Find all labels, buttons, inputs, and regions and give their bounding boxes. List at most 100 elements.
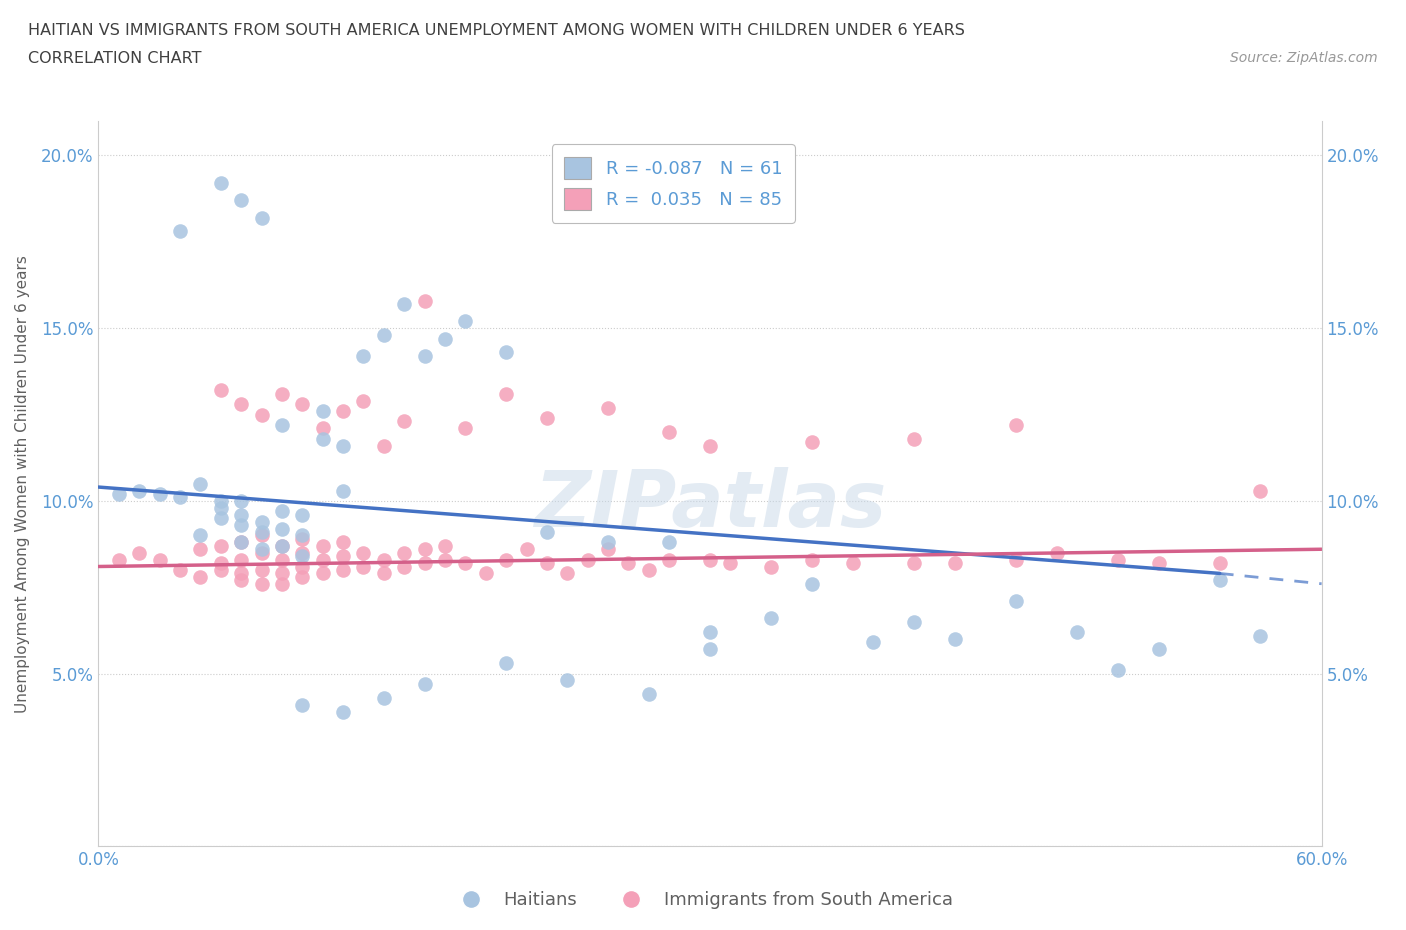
Point	[1066, 625, 1088, 640]
Point	[598, 400, 620, 415]
Point	[658, 535, 681, 550]
Point	[638, 687, 661, 702]
Point	[801, 577, 824, 591]
Point	[617, 555, 640, 570]
Point	[291, 559, 314, 574]
Text: HAITIAN VS IMMIGRANTS FROM SOUTH AMERICA UNEMPLOYMENT AMONG WOMEN WITH CHILDREN : HAITIAN VS IMMIGRANTS FROM SOUTH AMERICA…	[28, 23, 965, 38]
Point	[373, 552, 395, 567]
Point	[209, 494, 232, 509]
Point	[270, 538, 294, 553]
Point	[312, 552, 335, 567]
Text: ZIPatlas: ZIPatlas	[534, 468, 886, 543]
Point	[291, 397, 314, 412]
Point	[188, 528, 212, 543]
Point	[332, 563, 354, 578]
Point	[1004, 418, 1026, 432]
Point	[1004, 552, 1026, 567]
Point	[1107, 552, 1129, 567]
Point	[250, 545, 273, 560]
Point	[699, 438, 721, 453]
Point	[454, 421, 477, 436]
Point	[270, 386, 294, 401]
Point	[352, 545, 374, 560]
Point	[413, 676, 436, 691]
Point	[231, 566, 253, 581]
Point	[332, 704, 354, 719]
Point	[413, 293, 436, 308]
Point	[291, 698, 314, 712]
Point	[209, 538, 232, 553]
Point	[1107, 663, 1129, 678]
Point	[392, 559, 416, 574]
Point	[413, 555, 436, 570]
Point	[1147, 642, 1170, 657]
Point	[312, 432, 335, 446]
Point	[312, 566, 335, 581]
Point	[699, 625, 721, 640]
Point	[903, 432, 925, 446]
Point	[862, 635, 884, 650]
Point	[291, 531, 314, 546]
Point	[903, 555, 925, 570]
Point	[312, 404, 335, 418]
Point	[699, 552, 721, 567]
Point	[801, 552, 824, 567]
Point	[495, 386, 517, 401]
Text: Source: ZipAtlas.com: Source: ZipAtlas.com	[1230, 51, 1378, 65]
Point	[231, 573, 253, 588]
Point	[250, 525, 273, 539]
Point	[1209, 573, 1232, 588]
Point	[434, 331, 457, 346]
Point	[250, 514, 273, 529]
Point	[270, 566, 294, 581]
Point	[108, 552, 131, 567]
Point	[557, 566, 579, 581]
Point	[250, 563, 273, 578]
Point	[209, 176, 232, 191]
Point	[373, 566, 395, 581]
Point	[536, 525, 558, 539]
Point	[373, 438, 395, 453]
Point	[474, 566, 498, 581]
Point	[761, 611, 783, 626]
Point	[720, 555, 742, 570]
Point	[188, 476, 212, 491]
Point	[332, 535, 354, 550]
Point	[903, 615, 925, 630]
Point	[761, 559, 783, 574]
Point	[188, 569, 212, 584]
Point	[291, 507, 314, 522]
Point	[598, 542, 620, 557]
Point	[270, 538, 294, 553]
Point	[291, 569, 314, 584]
Point	[943, 631, 966, 646]
Point	[231, 193, 253, 207]
Point	[270, 521, 294, 536]
Legend: Haitians, Immigrants from South America: Haitians, Immigrants from South America	[446, 884, 960, 916]
Point	[209, 500, 232, 515]
Point	[231, 552, 253, 567]
Point	[801, 434, 824, 449]
Point	[841, 555, 863, 570]
Point	[270, 504, 294, 519]
Point	[291, 549, 314, 564]
Point	[169, 224, 191, 239]
Point	[188, 542, 212, 557]
Point	[392, 414, 416, 429]
Point	[332, 483, 354, 498]
Point	[943, 555, 966, 570]
Point	[495, 552, 517, 567]
Legend: R = -0.087   N = 61, R =  0.035   N = 85: R = -0.087 N = 61, R = 0.035 N = 85	[551, 144, 794, 223]
Point	[231, 518, 253, 533]
Point	[149, 552, 172, 567]
Point	[312, 538, 335, 553]
Point	[557, 673, 579, 688]
Point	[373, 690, 395, 705]
Point	[250, 528, 273, 543]
Point	[413, 349, 436, 364]
Point	[658, 552, 681, 567]
Point	[1147, 555, 1170, 570]
Point	[699, 642, 721, 657]
Point	[270, 418, 294, 432]
Point	[576, 552, 599, 567]
